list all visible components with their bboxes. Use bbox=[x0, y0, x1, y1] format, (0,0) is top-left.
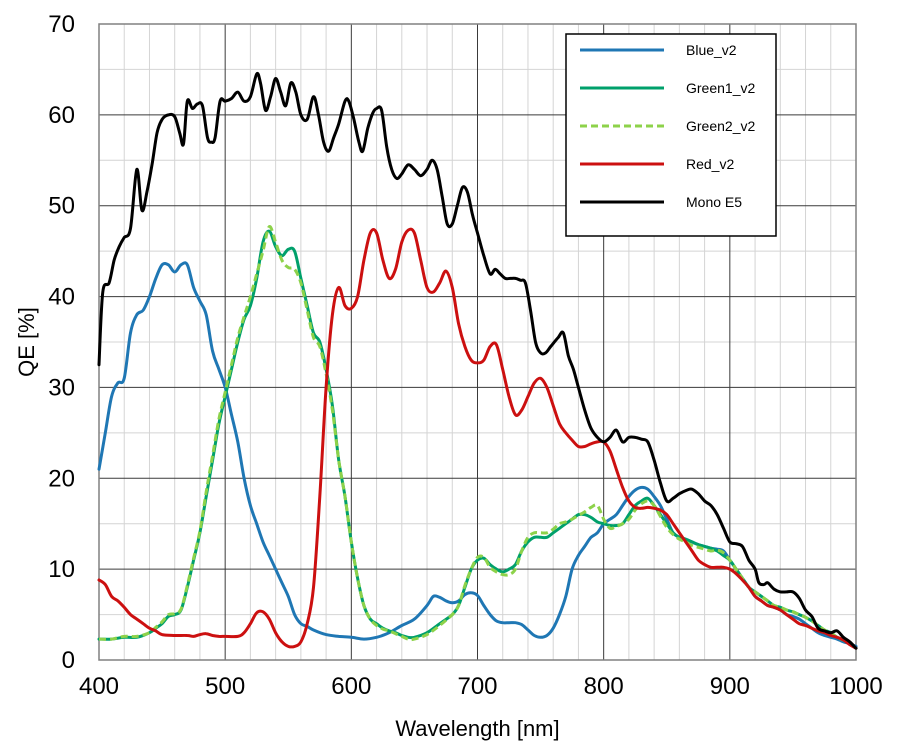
y-tick-label: 30 bbox=[48, 374, 75, 401]
y-axis-title: QE [%] bbox=[14, 307, 39, 377]
legend-label: Red_v2 bbox=[686, 156, 734, 172]
x-tick-label: 800 bbox=[584, 673, 624, 700]
y-tick-labels: 0 10 20 30 40 50 60 70 bbox=[48, 11, 75, 674]
x-tick-label: 700 bbox=[457, 673, 497, 700]
x-tick-label: 400 bbox=[79, 673, 119, 700]
series-line-mono-e5 bbox=[97, 71, 858, 650]
y-tick-label: 0 bbox=[62, 647, 75, 674]
legend-label: Mono E5 bbox=[686, 194, 742, 210]
legend-label: Green1_v2 bbox=[686, 80, 755, 96]
y-tick-label: 60 bbox=[48, 102, 75, 129]
series-line-red-v2 bbox=[97, 227, 858, 650]
series-line-green2-v2 bbox=[98, 225, 857, 650]
legend-label: Green2_v2 bbox=[686, 118, 755, 134]
series-layer bbox=[97, 71, 858, 650]
x-tick-label: 1000 bbox=[829, 673, 882, 700]
y-tick-label: 70 bbox=[48, 11, 75, 38]
x-tick-label: 900 bbox=[710, 673, 750, 700]
x-tick-label: 500 bbox=[205, 673, 245, 700]
legend-box bbox=[565, 33, 777, 237]
y-tick-label: 50 bbox=[48, 193, 75, 220]
y-tick-label: 40 bbox=[48, 284, 75, 311]
x-tick-label: 600 bbox=[331, 673, 371, 700]
legend-label: Blue_v2 bbox=[686, 42, 737, 58]
y-tick-label: 10 bbox=[48, 556, 75, 583]
y-tick-label: 20 bbox=[48, 465, 75, 492]
x-tick-labels: 400 500 600 700 800 900 1000 bbox=[79, 673, 883, 700]
legend: Blue_v2 Green1_v2 Green2_v2 Red_v2 Mono E5 bbox=[565, 33, 777, 237]
x-axis-title: Wavelength [nm] bbox=[395, 716, 559, 741]
